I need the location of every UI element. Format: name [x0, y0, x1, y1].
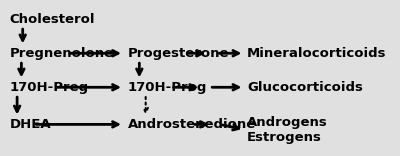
Text: Glucocorticoids: Glucocorticoids [247, 81, 363, 94]
Text: Pregnenolone: Pregnenolone [10, 47, 114, 60]
Text: Mineralocorticoids: Mineralocorticoids [247, 47, 387, 60]
Text: 170H-Prog: 170H-Prog [128, 81, 207, 94]
Text: Androgens
Estrogens: Androgens Estrogens [247, 116, 328, 144]
Text: 170H-Preg: 170H-Preg [10, 81, 89, 94]
Text: DHEA: DHEA [10, 118, 51, 131]
Text: Progesterone: Progesterone [128, 47, 229, 60]
Text: Cholesterol: Cholesterol [10, 13, 95, 26]
Text: Androstenedione: Androstenedione [128, 118, 256, 131]
